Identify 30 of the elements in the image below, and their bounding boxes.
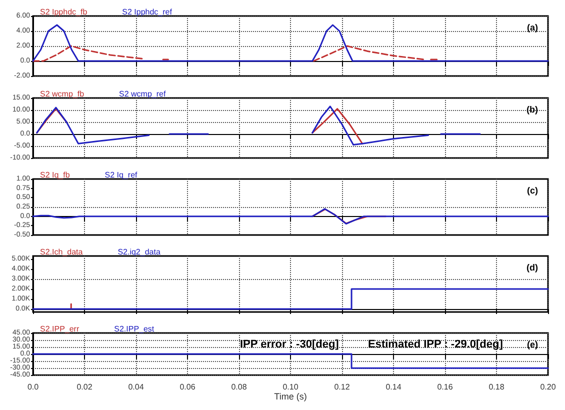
x-tick-label: 0.06 [180,382,196,392]
text: S2 Iq_fb [40,170,70,180]
x-axis-title: Time (s) [274,392,307,402]
text: S2 wcmp_fb [40,90,85,98]
text: S2 Ipphdc_ref [122,8,173,16]
text: (e) [527,340,538,350]
legend-label: S2.IPP_err [40,324,80,334]
text: (d) [526,262,538,272]
x-tick-label: 0.10 [282,382,299,392]
text: S2 Ipphdc_fb [40,8,88,16]
x-tick-label: 0.0 [27,382,40,392]
text: S2 Iq_ref [104,170,138,180]
text: S2.Ich_data [40,248,84,256]
text: S2 wcmp_ref [119,90,166,98]
text: (a) [527,22,538,32]
x-tick-label: 0.20 [540,382,556,392]
x-tick-label: 0.08 [231,382,248,392]
text: S2.IPP_est [114,324,155,334]
x-tick-label: 0.18 [488,382,505,392]
x-tick-label: 0.16 [437,382,454,392]
annotation: Estimated IPP : -29.0[deg] [368,338,504,350]
x-tick-label: 0.12 [334,382,350,392]
x-tick-label: 0.04 [128,382,144,392]
text: (b) [526,104,538,114]
x-tick-label: 0.14 [386,382,402,392]
text: S2.iq2_data [118,248,161,256]
x-tick-label: 0.02 [76,382,93,392]
annotation: IPP error : -30[deg] [240,338,340,350]
line-series [32,208,549,225]
text: (c) [527,186,538,196]
